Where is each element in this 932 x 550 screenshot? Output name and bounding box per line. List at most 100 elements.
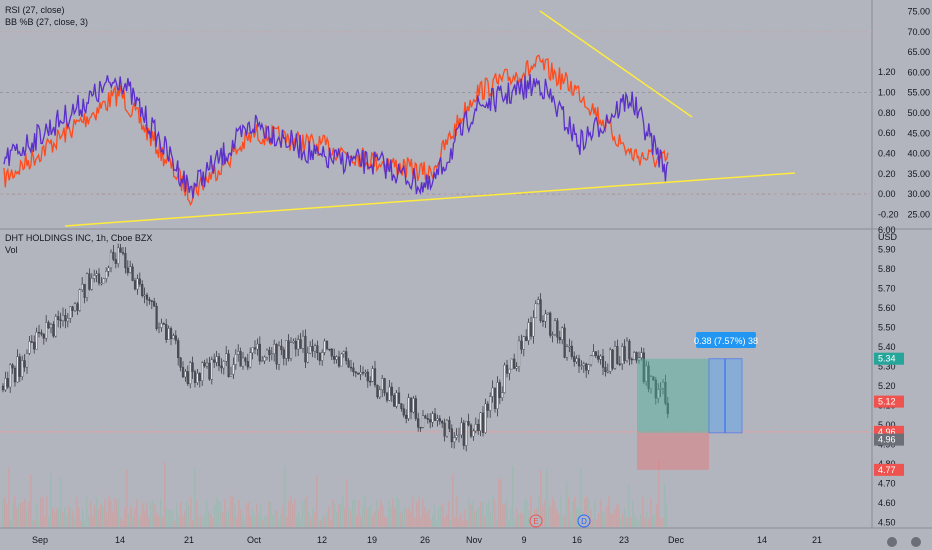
volume-bar [188,505,190,527]
candle-body [273,344,276,354]
volume-bar [356,515,358,527]
volume-bar [66,514,68,527]
volume-bar [332,499,334,527]
volume-bar [506,498,508,527]
price-badge-label: 4.96 [878,427,896,437]
candle-body [613,345,617,369]
volume-bar [278,518,280,527]
volume-bar [416,502,418,527]
volume-bar [160,498,162,527]
volume-bar [266,515,268,527]
volume-bar [248,502,250,527]
volume-bar [82,509,84,527]
volume-bar [342,496,344,527]
volume-bar [554,501,556,527]
volume-bar [622,513,624,527]
rsi-scale-tick-label: 75.00 [907,7,930,17]
volume-bar [380,499,382,527]
volume-bar [270,501,272,527]
candle-body [405,414,408,419]
price-scale-tick-label: 5.50 [878,323,896,333]
price-scale-panel [872,0,932,550]
candle-body [493,387,497,409]
candle-body [589,355,593,365]
bb-scale-tick-label: 0.20 [878,169,896,179]
volume-bar [404,506,406,527]
volume-bar [238,499,240,527]
volume-bar [384,516,386,527]
candle-body [258,343,261,362]
candle-body [172,335,175,340]
earnings-marker[interactable] [529,514,543,528]
support-trendline[interactable] [64,172,796,227]
settings-button[interactable] [887,537,897,547]
candle-body [107,267,110,272]
candle-body [69,306,72,319]
candle-body [388,386,391,401]
position-profit-zone[interactable] [637,358,709,433]
volume-bar [264,516,266,527]
volume-bar [18,503,20,527]
volume-bar [568,497,570,527]
candle-body [256,343,259,350]
candle-body [275,344,278,365]
dividend-marker[interactable] [577,514,591,528]
candle-body [601,355,605,368]
candle-body [618,363,621,366]
candle-body [1,385,5,391]
volume-bar [370,505,372,527]
candle-body [453,437,456,443]
volume-bar [48,517,50,527]
candle-body [210,359,213,380]
volume-bar [242,514,244,527]
candle-body [30,341,33,343]
time-axis-label: 21 [184,535,194,545]
candle-body [515,366,518,369]
candle-body [649,376,653,389]
volume-bar [296,516,298,527]
auto-scale-button[interactable] [911,537,921,547]
candle-body [563,327,566,358]
position-stop-zone[interactable] [637,432,709,470]
candle-body [328,348,331,351]
volume-bar [560,497,562,527]
candle-body [90,278,93,290]
candle-body [616,345,619,365]
volume-bar [38,519,40,527]
candle-body [455,435,458,438]
candle-body [136,278,139,290]
time-axis-label: 14 [757,535,767,545]
candle-body [181,367,185,378]
volume-bar [54,511,56,527]
candle-body [633,352,636,360]
rsi-scale-tick-label: 60.00 [907,67,930,77]
candle-body [208,362,211,380]
resistance-trendline[interactable] [539,10,693,118]
time-axis-label: 23 [619,535,629,545]
volume-bar [288,501,290,527]
candle-body [304,335,307,363]
volume-bar [524,499,526,527]
candle-body [501,392,504,398]
volume-bar [298,512,300,527]
volume-bar [124,507,126,527]
volume-bar [402,511,404,527]
candle-body [35,331,38,350]
volume-bar [606,505,608,527]
volume-bar [340,504,342,527]
volume-bar [52,507,54,527]
candle-body [609,349,612,372]
candle-body [431,413,434,423]
candle-body [155,306,158,329]
volume-bar [614,509,616,527]
volume-bar [446,514,448,527]
volume-bar [180,501,182,527]
volume-bar [300,518,302,527]
volume-bar [330,519,332,527]
price-scale-tick-label: 5.20 [878,381,896,391]
volume-bar [522,513,524,527]
volume-bar [608,496,610,527]
candle-body [105,271,108,279]
volume-bar [92,515,94,527]
